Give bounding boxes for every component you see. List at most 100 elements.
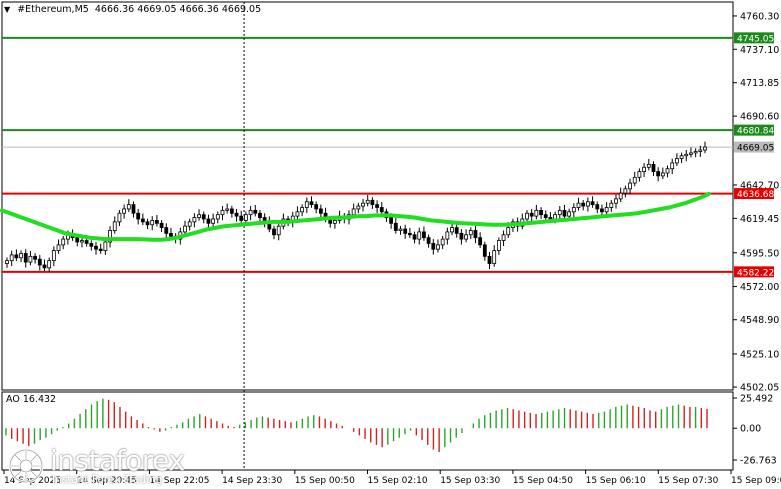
candle-body: [548, 217, 553, 220]
level-price-label: 4669.05: [737, 144, 774, 154]
candle-body: [595, 204, 600, 210]
candle-body: [482, 244, 487, 257]
candle-body: [417, 231, 422, 240]
candle-body: [576, 202, 581, 208]
time-tick-label: 14 Sep 22:05: [149, 476, 209, 486]
candle-body: [258, 212, 262, 218]
time-tick-label: 14 Sep 23:30: [222, 476, 282, 486]
ao-indicator-label: AO 16.432: [6, 394, 56, 405]
candle-body: [525, 212, 529, 220]
candle-body: [370, 199, 375, 206]
candle-body: [459, 232, 464, 240]
open-value: 4666.36: [94, 4, 135, 15]
candle-body: [276, 225, 281, 236]
candle-body: [684, 153, 689, 157]
chart-menu-triangle-icon[interactable]: ▼: [4, 5, 11, 14]
candle-body: [61, 238, 66, 246]
price-tick-label: 4619.45: [740, 214, 779, 225]
candle-body: [253, 209, 258, 214]
candle-body: [183, 225, 187, 233]
candle-body: [609, 202, 614, 208]
candle-body: [94, 245, 98, 250]
candle-body: [98, 248, 103, 252]
candle-body: [80, 240, 84, 243]
instaforex-logo-icon: [8, 448, 44, 484]
candle-body: [529, 212, 534, 217]
candle-body: [229, 208, 234, 214]
chart-header: ▼ #Ethereum,M5 4666.36 4669.05 4666.36 4…: [4, 4, 261, 15]
candle-body: [393, 222, 398, 231]
time-tick-label: 15 Sep 04:50: [513, 476, 573, 486]
candle-body: [318, 208, 323, 214]
candle-body: [585, 201, 590, 207]
candle-body: [614, 198, 618, 204]
candle-body: [42, 264, 47, 269]
candle-body: [192, 217, 197, 223]
candle-body: [445, 231, 450, 240]
candle-body: [496, 240, 501, 252]
candle-body: [637, 171, 642, 178]
candle-body: [703, 146, 707, 151]
candle-body: [108, 230, 112, 243]
candle-body: [244, 214, 248, 221]
high-value: 4669.05: [137, 4, 177, 15]
ao-value: 16.432: [22, 394, 57, 405]
candle-body: [487, 255, 492, 264]
candle-body: [506, 227, 511, 236]
candle-body: [295, 211, 300, 217]
candle-body: [37, 258, 42, 266]
candle-body: [646, 163, 651, 168]
candle-body: [571, 207, 576, 213]
candle-body: [539, 209, 543, 216]
price-tick-label: 4760.30: [740, 11, 779, 22]
candle-body: [145, 221, 150, 226]
candle-body: [651, 163, 656, 172]
candle-body: [234, 212, 239, 217]
candle-body: [150, 220, 155, 226]
candle-body: [590, 201, 595, 206]
candle-body: [407, 232, 412, 236]
candle-body: [670, 162, 675, 170]
candle-body: [103, 241, 108, 252]
candle-body: [403, 228, 408, 234]
candle-body: [473, 230, 478, 239]
candle-body: [543, 214, 548, 218]
candle-body: [47, 260, 52, 269]
price-tick-label: 4690.60: [740, 112, 779, 123]
ao-tick-label: 0.00: [740, 424, 761, 435]
candle-body: [553, 214, 557, 220]
logo-brand-text: instaforex: [50, 444, 185, 477]
candle-body: [656, 171, 661, 177]
candle-body: [389, 217, 394, 224]
time-tick-label: 15 Sep 06:10: [586, 476, 646, 486]
candle-body: [426, 237, 431, 244]
level-price-label: 4680.84: [737, 127, 774, 137]
level-price-badge: [734, 266, 774, 278]
candle-body: [604, 207, 609, 213]
candle-body: [169, 232, 173, 237]
candle-body: [14, 254, 19, 259]
candle-body: [464, 234, 468, 240]
candle-body: [436, 244, 440, 250]
candle-body: [468, 230, 473, 236]
price-tick-label: 4737.10: [740, 45, 779, 56]
candle-body: [126, 204, 131, 210]
candle-body: [660, 172, 665, 177]
candle-body: [333, 220, 337, 224]
candle-body: [679, 155, 684, 160]
candle-body: [197, 214, 201, 218]
candle-body: [674, 158, 679, 164]
candle-body: [478, 237, 483, 246]
candle-body: [136, 212, 141, 220]
candle-body: [51, 250, 56, 262]
candle-body: [398, 228, 403, 231]
candle-body: [19, 253, 23, 259]
price-tick-label: 4572.00: [740, 282, 779, 293]
candle-body: [642, 166, 647, 172]
logo-tagline: Instant Forex Trading: [52, 474, 163, 486]
time-tick-label: 15 Sep 03:30: [440, 476, 500, 486]
candle-body: [9, 254, 14, 262]
candle-body: [534, 209, 539, 217]
